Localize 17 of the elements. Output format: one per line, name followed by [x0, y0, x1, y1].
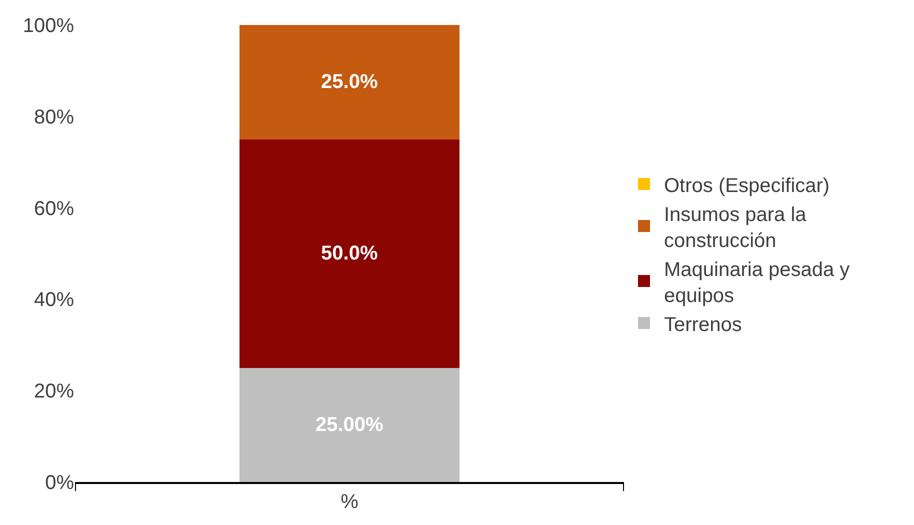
y-tick-label: 0%	[45, 472, 74, 494]
y-tick-label: 80%	[34, 106, 74, 128]
bar	[240, 139, 460, 368]
bar	[240, 368, 460, 482]
y-tick-label: 100%	[22, 15, 74, 37]
legend-label: Terrenos	[664, 314, 742, 336]
bar	[240, 25, 460, 140]
legend-label: Otros (Especificar)	[664, 174, 830, 197]
data-label: 25.00%	[315, 414, 384, 436]
y-tick-label: 20%	[34, 380, 74, 403]
legend-label: Insumos para la construcción	[664, 204, 808, 252]
legend-label: Maquinaria pesada y equipos	[664, 258, 850, 307]
y-tick-label: 40%	[34, 289, 74, 312]
data-label: 50.0%	[321, 242, 378, 264]
x-tick-label: %	[340, 491, 359, 513]
y-tick-label: 60%	[34, 198, 74, 220]
data-label: 25.0%	[321, 71, 378, 94]
